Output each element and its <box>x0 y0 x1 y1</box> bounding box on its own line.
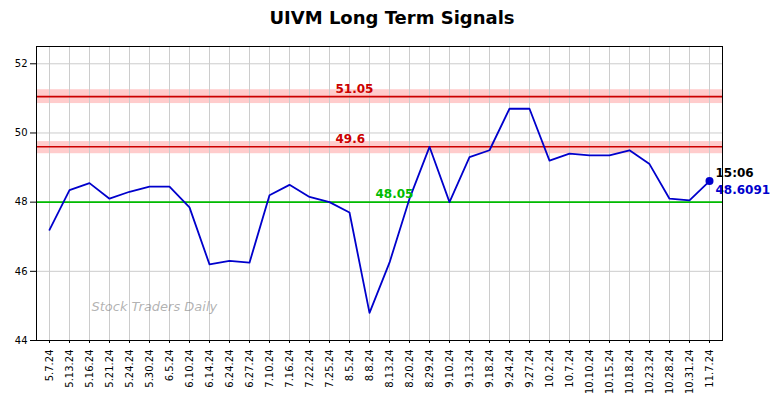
svg-text:5.7.24: 5.7.24 <box>44 350 55 382</box>
svg-text:10.7.24: 10.7.24 <box>564 350 575 388</box>
svg-text:6.5.24: 6.5.24 <box>164 350 175 382</box>
svg-text:9.10.24: 9.10.24 <box>444 350 455 388</box>
svg-text:49.6: 49.6 <box>336 132 366 146</box>
svg-text:8.8.24: 8.8.24 <box>364 350 375 382</box>
svg-text:5.21.24: 5.21.24 <box>104 350 115 388</box>
svg-text:48.6091: 48.6091 <box>716 183 771 197</box>
svg-text:51.05: 51.05 <box>336 82 374 96</box>
svg-text:8.29.24: 8.29.24 <box>424 350 435 388</box>
svg-text:5.30.24: 5.30.24 <box>144 350 155 388</box>
svg-text:7.22.24: 7.22.24 <box>304 350 315 388</box>
svg-text:9.18.24: 9.18.24 <box>484 350 495 388</box>
svg-text:52: 52 <box>15 58 28 69</box>
svg-text:10.10.24: 10.10.24 <box>584 350 595 395</box>
svg-text:15:06: 15:06 <box>716 166 754 180</box>
svg-text:7.16.24: 7.16.24 <box>284 350 295 388</box>
svg-text:44: 44 <box>15 335 28 346</box>
svg-text:10.2.24: 10.2.24 <box>544 350 555 388</box>
svg-text:6.14.24: 6.14.24 <box>204 350 215 388</box>
svg-text:6.27.24: 6.27.24 <box>244 350 255 388</box>
svg-text:Stock Traders Daily: Stock Traders Daily <box>92 299 218 314</box>
svg-text:6.10.24: 6.10.24 <box>184 350 195 388</box>
svg-text:5.24.24: 5.24.24 <box>124 350 135 388</box>
svg-text:6.24.24: 6.24.24 <box>224 350 235 388</box>
svg-text:8.13.24: 8.13.24 <box>384 350 395 388</box>
svg-text:9.13.24: 9.13.24 <box>464 350 475 388</box>
svg-text:7.25.24: 7.25.24 <box>324 350 335 388</box>
svg-text:8.20.24: 8.20.24 <box>404 350 415 388</box>
svg-text:10.23.24: 10.23.24 <box>644 350 655 395</box>
svg-text:9.24.24: 9.24.24 <box>504 350 515 388</box>
svg-text:10.18.24: 10.18.24 <box>624 350 635 395</box>
svg-text:48: 48 <box>15 196 28 207</box>
html-text:UIVM Long Term Signals: UIVM Long Term Signals <box>269 7 515 28</box>
svg-text:9.27.24: 9.27.24 <box>524 350 535 388</box>
svg-text:5.13.24: 5.13.24 <box>64 350 75 388</box>
svg-text:11.7.24: 11.7.24 <box>704 350 715 388</box>
svg-text:50: 50 <box>15 127 28 138</box>
svg-text:48.05: 48.05 <box>376 187 414 201</box>
svg-text:7.10.24: 7.10.24 <box>264 350 275 388</box>
svg-text:10.31.24: 10.31.24 <box>684 350 695 395</box>
svg-text:5.16.24: 5.16.24 <box>84 350 95 388</box>
svg-text:46: 46 <box>15 266 28 277</box>
svg-text:10.15.24: 10.15.24 <box>604 350 615 395</box>
svg-text:10.28.24: 10.28.24 <box>664 350 675 395</box>
svg-text:8.5.24: 8.5.24 <box>344 350 355 382</box>
